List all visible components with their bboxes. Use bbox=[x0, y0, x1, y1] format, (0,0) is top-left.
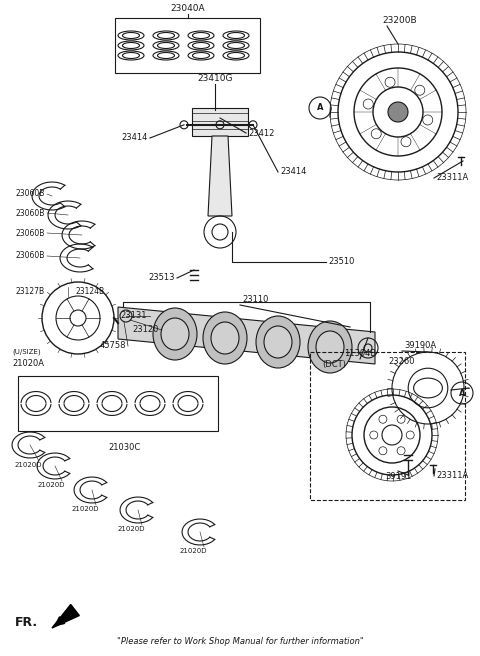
Text: (U/SIZE): (U/SIZE) bbox=[12, 349, 41, 356]
Text: 23040A: 23040A bbox=[171, 4, 205, 13]
Text: "Please refer to Work Shop Manual for further information": "Please refer to Work Shop Manual for fu… bbox=[117, 637, 363, 646]
Bar bbox=[18, 376, 218, 431]
Text: 23311A: 23311A bbox=[436, 173, 468, 182]
Text: 39190A: 39190A bbox=[404, 341, 436, 350]
Text: 23410G: 23410G bbox=[197, 74, 233, 83]
Text: A: A bbox=[459, 388, 465, 398]
Text: 23260: 23260 bbox=[388, 357, 415, 366]
Text: (DCT): (DCT) bbox=[322, 360, 346, 369]
Text: 23510: 23510 bbox=[328, 258, 354, 266]
Text: A: A bbox=[317, 104, 323, 112]
Text: 23127B: 23127B bbox=[15, 287, 44, 296]
Ellipse shape bbox=[211, 322, 239, 354]
Text: 21020D: 21020D bbox=[180, 548, 207, 554]
Polygon shape bbox=[118, 307, 375, 364]
Text: 23060B: 23060B bbox=[15, 251, 44, 260]
Text: 23414: 23414 bbox=[121, 134, 148, 142]
Ellipse shape bbox=[256, 316, 300, 368]
Text: 11304B: 11304B bbox=[344, 349, 376, 358]
Text: 39191: 39191 bbox=[385, 472, 411, 481]
Text: 23124B: 23124B bbox=[75, 287, 104, 296]
Text: 23060B: 23060B bbox=[15, 209, 44, 218]
Text: FR.: FR. bbox=[15, 617, 38, 630]
Text: 45758: 45758 bbox=[100, 342, 127, 350]
Bar bbox=[115, 18, 260, 73]
Polygon shape bbox=[52, 604, 79, 628]
Ellipse shape bbox=[264, 326, 292, 358]
Circle shape bbox=[388, 102, 408, 122]
Bar bbox=[310, 352, 465, 500]
Text: 21020D: 21020D bbox=[38, 482, 65, 488]
Polygon shape bbox=[208, 136, 232, 216]
Text: 23110: 23110 bbox=[242, 295, 268, 304]
Text: 23200B: 23200B bbox=[382, 16, 417, 25]
Text: 23513: 23513 bbox=[148, 274, 175, 283]
Text: 23060B: 23060B bbox=[15, 228, 44, 237]
Text: 21020D: 21020D bbox=[118, 526, 145, 532]
Text: 21020D: 21020D bbox=[72, 506, 99, 512]
Text: 21030C: 21030C bbox=[108, 443, 140, 451]
Ellipse shape bbox=[203, 312, 247, 364]
Text: 23414: 23414 bbox=[280, 167, 306, 176]
Ellipse shape bbox=[153, 308, 197, 360]
Text: 21020A: 21020A bbox=[12, 359, 44, 369]
Text: 23120: 23120 bbox=[132, 325, 158, 335]
Text: 23131: 23131 bbox=[120, 312, 146, 321]
Ellipse shape bbox=[161, 318, 189, 350]
Ellipse shape bbox=[308, 321, 352, 373]
Bar bbox=[192, 108, 248, 136]
Text: 23311A: 23311A bbox=[436, 472, 468, 480]
Text: 23060B: 23060B bbox=[15, 190, 44, 199]
Text: 23412: 23412 bbox=[248, 129, 275, 138]
Ellipse shape bbox=[316, 331, 344, 363]
Text: 21020D: 21020D bbox=[15, 462, 43, 468]
